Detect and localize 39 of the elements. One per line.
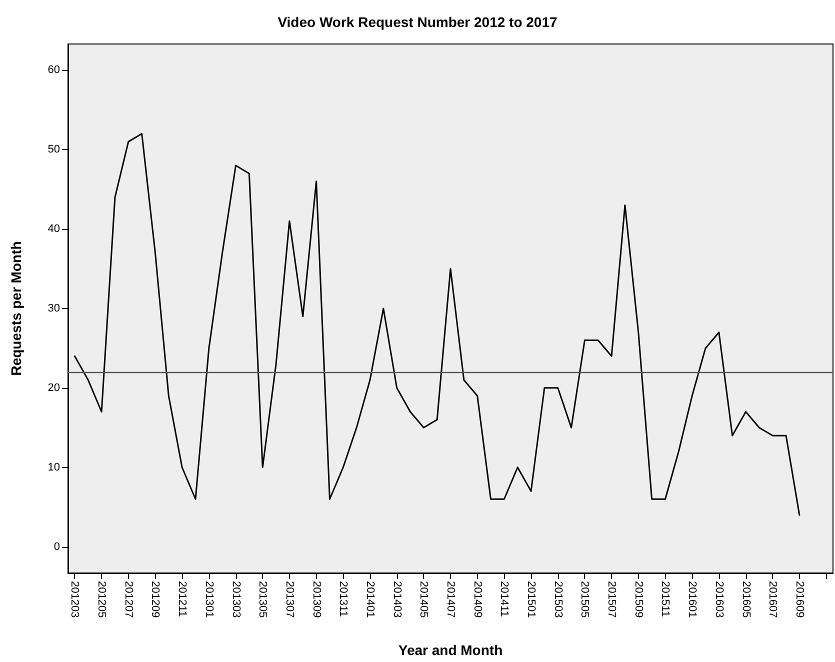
x-tick-label: 201209: [149, 581, 162, 618]
x-tick-label: 201505: [578, 581, 591, 618]
x-tick-label: 201303: [230, 581, 242, 618]
x-tick-label: 201407: [444, 581, 456, 618]
x-axis-title: Year and Month: [398, 642, 503, 658]
x-tick-label: 201605: [740, 581, 752, 618]
x-tick-label: 201507: [606, 581, 618, 618]
chart-title: Video Work Request Number 2012 to 2017: [278, 14, 558, 30]
x-tick-label: 201603: [712, 581, 725, 618]
x-tick-label: 201405: [418, 581, 430, 618]
x-tick-label: 201311: [337, 581, 350, 617]
x-tick-label: 201607: [766, 581, 779, 618]
x-tick-label: 201501: [525, 581, 538, 618]
x-tick-label: 201301: [202, 581, 215, 618]
y-axis-title: Requests per Month: [8, 241, 24, 376]
y-tick-label: 30: [48, 302, 60, 314]
x-tick-label: 201403: [390, 581, 403, 618]
x-tick-label: 201601: [686, 581, 698, 618]
x-tick-label: 201309: [310, 581, 322, 618]
x-tick-label: 201401: [364, 581, 376, 618]
x-tick-label: 201207: [122, 581, 134, 618]
x-tick-label: 201305: [256, 581, 269, 618]
x-tick-label: 201509: [632, 581, 644, 618]
y-tick-label: 10: [48, 461, 60, 474]
x-tick-label: 201205: [96, 581, 108, 618]
x-tick-label: 201411: [498, 581, 510, 617]
y-tick-label: 40: [48, 223, 60, 236]
y-tick-label: 20: [48, 382, 60, 394]
x-tick-label: 201503: [552, 581, 564, 618]
y-tick-label: 50: [48, 144, 60, 156]
x-tick-label: 201307: [283, 581, 296, 618]
x-tick-label: 201409: [471, 581, 484, 618]
x-tick-label: 201609: [793, 581, 806, 618]
y-tick-label: 0: [54, 540, 60, 553]
y-tick-label: 60: [48, 64, 60, 76]
x-tick-label: 201211: [176, 581, 188, 617]
x-tick-label: 201203: [68, 581, 81, 618]
x-tick-label: 201511: [659, 581, 672, 617]
line-series: [74, 133, 800, 516]
